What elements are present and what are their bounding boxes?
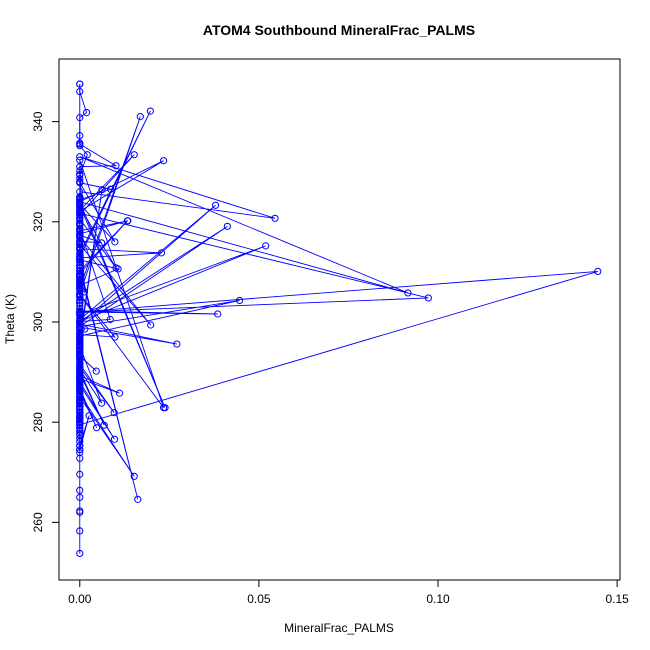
data-point: [76, 373, 84, 381]
y-tick-label: 300: [31, 312, 45, 332]
data-point: [76, 342, 84, 350]
data-point: [76, 408, 84, 416]
data-point: [76, 142, 84, 150]
data-point: [123, 217, 132, 225]
data-point: [76, 299, 84, 307]
data-point: [98, 399, 106, 407]
data-point: [76, 398, 84, 406]
data-point: [76, 225, 84, 233]
data-point: [76, 413, 84, 421]
x-tick-label: 0.10: [426, 592, 450, 606]
x-tick-label: 0.05: [247, 592, 271, 606]
data-point: [106, 315, 114, 324]
y-tick-label: 320: [31, 211, 45, 231]
data-point: [146, 107, 154, 115]
data-point: [76, 366, 84, 374]
data-point: [83, 151, 91, 159]
data-point: [76, 438, 84, 446]
data-point: [130, 151, 138, 159]
x-tick-label: 0.00: [68, 592, 92, 606]
data-point: [76, 171, 84, 179]
data-point: [114, 265, 122, 273]
data-point: [76, 383, 84, 391]
data-point: [76, 403, 84, 411]
data-point: [111, 238, 119, 246]
chart-title: ATOM4 Southbound MineralFrac_PALMS: [203, 22, 475, 38]
data-point: [76, 393, 84, 401]
data-point: [76, 549, 84, 558]
data-point: [134, 495, 142, 503]
data-point: [98, 186, 106, 194]
data-point: [110, 435, 119, 443]
x-tick-label: 0.15: [605, 592, 629, 606]
y-axis: 260 280 300 320 340: [31, 111, 60, 532]
data-point: [160, 157, 168, 165]
data-point: [76, 446, 84, 454]
data-point: [76, 269, 84, 278]
data-point: [76, 308, 84, 316]
data-point: [76, 486, 84, 494]
data-point: [271, 214, 279, 222]
y-axis-label: Theta (K): [3, 294, 17, 344]
data-point: [76, 198, 84, 206]
data-point: [76, 430, 84, 438]
data-point: [100, 421, 108, 429]
data-point: [76, 388, 84, 396]
data-point: [76, 167, 84, 175]
data-point: [76, 267, 84, 275]
data-point: [235, 296, 244, 305]
data-point: [76, 378, 84, 386]
data-point: [98, 239, 106, 247]
data-point: [76, 209, 84, 217]
data-point: [173, 340, 181, 348]
data-point: [76, 330, 84, 339]
data-point: [214, 310, 222, 318]
x-axis-label: MineralFrac_PALMS: [284, 621, 394, 635]
data-point: [262, 242, 270, 250]
data-point: [76, 207, 84, 215]
data-point: [76, 417, 84, 425]
data-point: [76, 434, 84, 442]
data-point: [136, 113, 144, 121]
data-point: [76, 179, 84, 187]
y-tick-label: 260: [31, 512, 45, 532]
data-point: [115, 389, 124, 397]
data-point: [76, 507, 84, 515]
data-point: [404, 289, 412, 297]
data-point: [110, 409, 118, 417]
data-point: [76, 493, 84, 501]
data-point: [76, 80, 84, 88]
data-point: [76, 256, 84, 264]
data-point: [112, 162, 120, 170]
data-point: [76, 449, 84, 457]
data-point: [92, 367, 100, 375]
data-point: [76, 188, 84, 196]
data-point: [76, 470, 84, 478]
data-point: [76, 193, 84, 201]
data-point: [76, 454, 84, 462]
data-point: [130, 472, 138, 480]
data-point: [76, 527, 84, 535]
data-point: [223, 222, 231, 230]
data-point: [76, 442, 84, 450]
data-point: [147, 321, 155, 329]
data-layer: [76, 80, 602, 558]
data-point: [161, 404, 169, 412]
data-point: [211, 201, 220, 209]
data-point: [76, 153, 84, 161]
data-point: [76, 216, 84, 224]
data-point: [76, 296, 84, 304]
data-point: [594, 267, 602, 276]
y-tick-label: 340: [31, 111, 45, 131]
data-point: [93, 424, 101, 432]
y-tick-label: 280: [31, 412, 45, 432]
data-series-9: [76, 217, 132, 307]
data-point: [76, 317, 84, 326]
data-point: [424, 294, 432, 302]
data-point: [82, 109, 91, 117]
x-axis: 0.00 0.05 0.10 0.15: [68, 579, 629, 606]
data-point: [111, 333, 119, 341]
